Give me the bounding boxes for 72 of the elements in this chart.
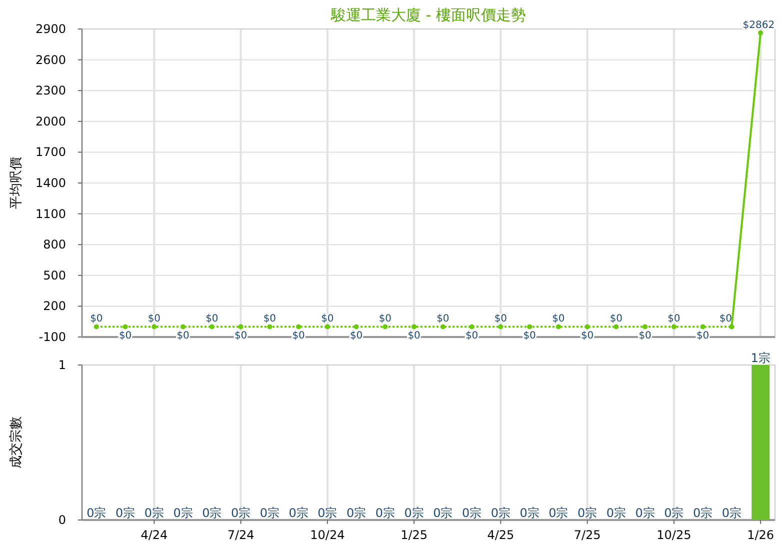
data-label: 0宗 — [606, 506, 626, 520]
data-label: $0 — [696, 330, 710, 342]
data-label: $0 — [263, 314, 276, 325]
data-label: $0 — [321, 314, 334, 325]
y-tick-label: 200 — [43, 299, 66, 314]
data-label: 0宗 — [346, 506, 366, 520]
data-label: 0宗 — [635, 506, 655, 520]
y-tick-label: 0 — [58, 513, 66, 527]
x-tick-label: 7/24 — [227, 528, 254, 542]
data-label: 0宗 — [722, 506, 742, 520]
data-label: 0宗 — [144, 506, 164, 520]
data-label: $0 — [234, 330, 248, 342]
y-axis-title: 成交宗數 — [8, 416, 24, 468]
data-label: $0 — [719, 314, 732, 325]
y-tick-label: 800 — [43, 238, 66, 252]
y-tick-label: 1100 — [35, 206, 66, 221]
x-tick-label: 10/25 — [656, 528, 692, 542]
y-tick-label: 2600 — [35, 52, 66, 67]
y-tick-label: 2000 — [35, 114, 66, 128]
x-tick-label: 1/25 — [400, 528, 428, 542]
data-label: $0 — [350, 330, 363, 342]
data-label: $0 — [408, 330, 420, 342]
data-label: $2862 — [742, 20, 775, 31]
data-label: 0宗 — [577, 506, 598, 520]
data-label: 0宗 — [202, 506, 222, 520]
data-label: 0宗 — [404, 506, 424, 520]
data-label: $0 — [148, 314, 161, 325]
x-tick-label: 10/24 — [310, 528, 345, 542]
data-label: 0宗 — [664, 506, 684, 520]
data-label: $0 — [668, 314, 680, 325]
y-axis-title: 平均呎價 — [9, 157, 24, 209]
data-label: $0 — [206, 314, 218, 325]
data-label: $0 — [176, 330, 190, 342]
y-tick-label: 2900 — [35, 22, 66, 36]
data-label: 1宗 — [750, 351, 770, 365]
data-label: $0 — [90, 314, 103, 325]
data-label: $0 — [580, 330, 594, 342]
y-tick-label: 500 — [43, 268, 66, 282]
data-label: 0宗 — [115, 506, 136, 520]
data-label: 0宗 — [375, 506, 396, 520]
data-label: $0 — [465, 330, 478, 342]
data-label: $0 — [523, 330, 536, 342]
data-label: 0宗 — [318, 506, 338, 520]
y-tick-label: 1400 — [35, 176, 66, 190]
data-label: 0宗 — [433, 506, 453, 520]
data-label: $0 — [552, 314, 565, 325]
data-label: $0 — [292, 330, 305, 342]
y-tick-label: 2300 — [35, 84, 66, 98]
data-label: 0宗 — [86, 506, 106, 520]
data-label: 0宗 — [462, 506, 482, 520]
y-tick-label: -100 — [38, 330, 66, 344]
data-label: 0宗 — [520, 506, 540, 520]
y-tick-label: 1700 — [35, 145, 66, 160]
data-label: 0宗 — [692, 506, 713, 520]
data-label: $0 — [378, 314, 392, 325]
data-label: 0宗 — [173, 506, 193, 520]
data-label: $0 — [610, 314, 623, 325]
data-label: 0宗 — [260, 506, 280, 520]
data-label: $0 — [436, 314, 450, 325]
data-label: $0 — [494, 314, 508, 325]
x-tick-label: 4/24 — [140, 528, 168, 542]
x-tick-label: 7/25 — [574, 528, 601, 542]
y-tick-label: 1 — [58, 358, 66, 372]
x-tick-label: 4/25 — [487, 528, 514, 542]
data-label: 0宗 — [548, 506, 568, 520]
data-label: 0宗 — [288, 506, 308, 520]
data-label: 0宗 — [230, 506, 251, 520]
chart-title: 駿運工業大廈 - 樓面呎價走勢 — [330, 6, 526, 24]
data-label: 0宗 — [490, 506, 511, 520]
data-label: $0 — [118, 330, 132, 342]
data-label: $0 — [638, 330, 652, 342]
x-tick-label: 1/26 — [747, 528, 774, 542]
